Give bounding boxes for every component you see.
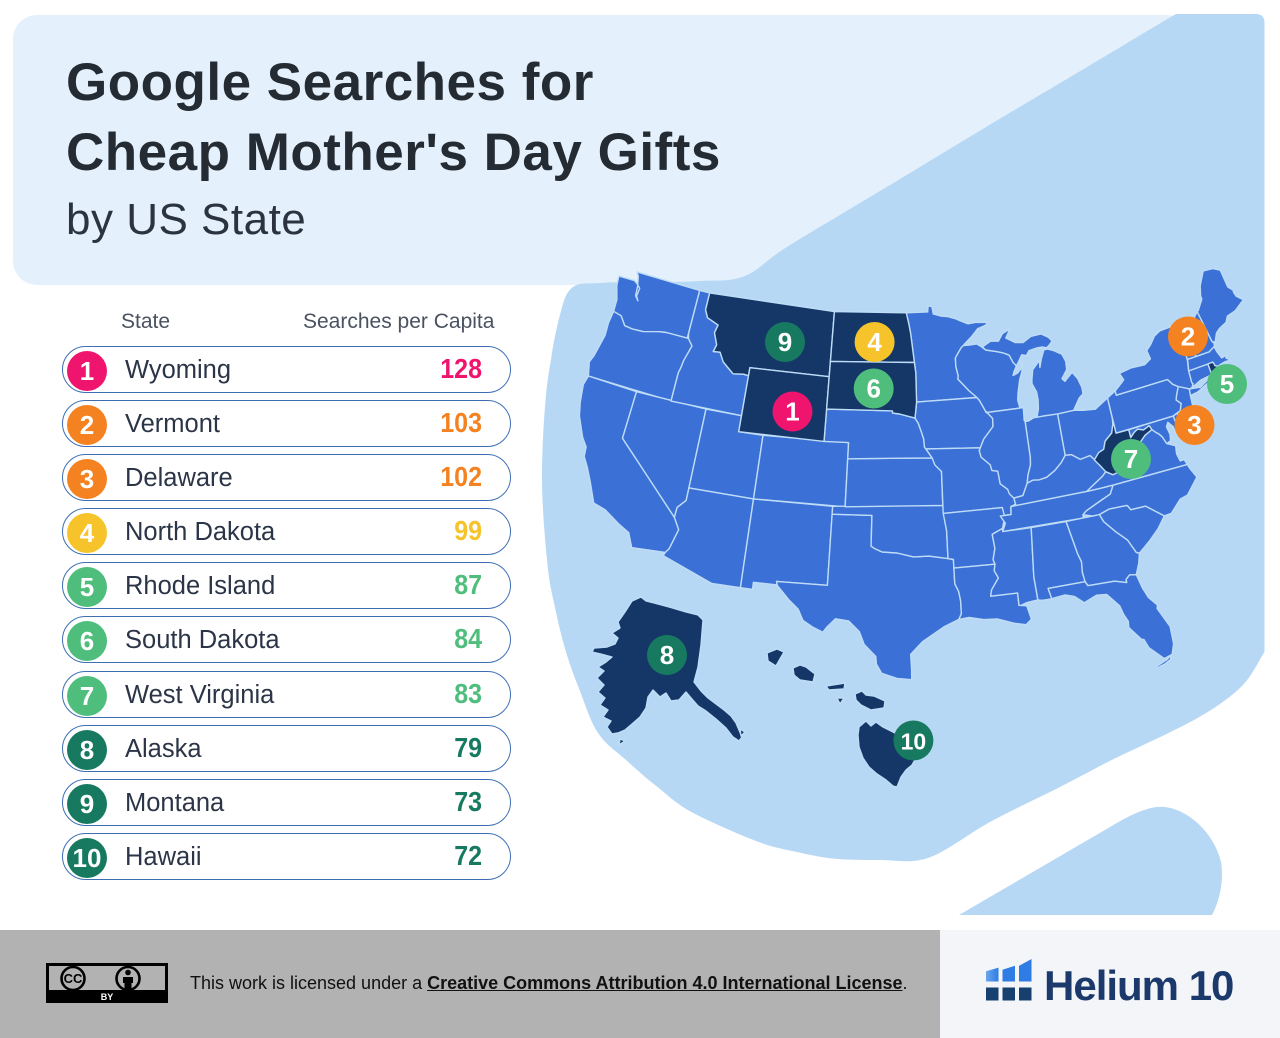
svg-text:BY: BY bbox=[101, 992, 114, 1002]
svg-text:7: 7 bbox=[1124, 444, 1138, 474]
svg-text:8: 8 bbox=[660, 640, 674, 670]
svg-text:5: 5 bbox=[1220, 369, 1234, 399]
svg-text:10: 10 bbox=[901, 729, 927, 755]
svg-text:9: 9 bbox=[778, 327, 792, 357]
svg-text:4: 4 bbox=[867, 327, 882, 357]
svg-text:1: 1 bbox=[785, 397, 799, 427]
svg-text:Helium 10: Helium 10 bbox=[1044, 962, 1233, 1005]
svg-text:2: 2 bbox=[1181, 322, 1195, 352]
svg-text:6: 6 bbox=[866, 374, 880, 404]
svg-text:3: 3 bbox=[1187, 410, 1201, 440]
svg-text:CC: CC bbox=[64, 971, 83, 986]
